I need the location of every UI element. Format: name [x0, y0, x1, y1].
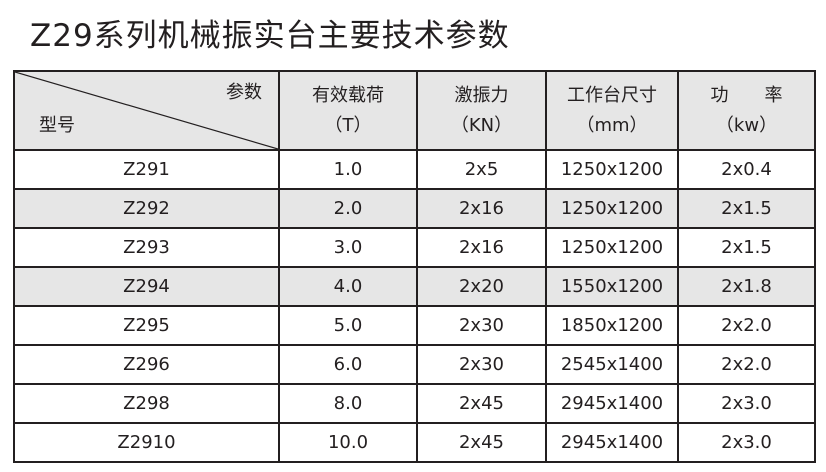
cell-size: 1850x1200	[545, 305, 679, 346]
cell-power: 2x3.0	[677, 422, 816, 463]
cell-force: 2x30	[416, 305, 547, 346]
cell-size: 1250x1200	[545, 188, 679, 229]
cell-power: 2x0.4	[677, 149, 816, 190]
cell-power: 2x2.0	[677, 305, 816, 346]
cell-model: Z296	[13, 344, 280, 385]
cell-force: 2x5	[416, 149, 547, 190]
cell-model: Z298	[13, 383, 280, 424]
cell-load: 4.0	[278, 266, 418, 307]
page-title: Z29系列机械振实台主要技术参数	[30, 18, 510, 54]
cell-load: 2.0	[278, 188, 418, 229]
param-label: 参数	[226, 82, 262, 103]
diagonal-line	[15, 72, 278, 149]
cell-power: 2x2.0	[677, 344, 816, 385]
cell-load: 10.0	[278, 422, 418, 463]
cell-size: 1250x1200	[545, 149, 679, 190]
cell-size: 1550x1200	[545, 266, 679, 307]
cell-power: 2x3.0	[677, 383, 816, 424]
table-row: Z295 5.0 2x30 1850x1200 2x2.0	[13, 305, 816, 346]
table-row: Z293 3.0 2x16 1250x1200 2x1.5	[13, 227, 816, 268]
cell-power: 2x1.5	[677, 188, 816, 229]
col-header-power: 功 率（kw）	[677, 70, 816, 151]
diagonal-header-cell: 参数 型号	[13, 70, 280, 151]
cell-model: Z294	[13, 266, 280, 307]
table-row: Z294 4.0 2x20 1550x1200 2x1.8	[13, 266, 816, 307]
cell-load: 6.0	[278, 344, 418, 385]
table-row: Z2910 10.0 2x45 2945x1400 2x3.0	[13, 422, 816, 463]
spec-table: 参数 型号 有效载荷 （T） 激振力 （KN） 工作台尺寸 （mm） 功 率（kw） …	[13, 70, 816, 463]
cell-force: 2x30	[416, 344, 547, 385]
cell-size: 1250x1200	[545, 227, 679, 268]
table-row: Z296 6.0 2x30 2545x1400 2x2.0	[13, 344, 816, 385]
table-row: Z298 8.0 2x45 2945x1400 2x3.0	[13, 383, 816, 424]
cell-load: 3.0	[278, 227, 418, 268]
col-header-force: 激振力 （KN）	[416, 70, 547, 151]
table-row: Z292 2.0 2x16 1250x1200 2x1.5	[13, 188, 816, 229]
cell-force: 2x45	[416, 422, 547, 463]
table-row: Z291 1.0 2x5 1250x1200 2x0.4	[13, 149, 816, 190]
cell-model: Z292	[13, 188, 280, 229]
cell-model: Z291	[13, 149, 280, 190]
cell-load: 8.0	[278, 383, 418, 424]
cell-model: Z293	[13, 227, 280, 268]
cell-power: 2x1.8	[677, 266, 816, 307]
model-label: 型号	[39, 115, 75, 136]
cell-load: 5.0	[278, 305, 418, 346]
cell-power: 2x1.5	[677, 227, 816, 268]
col-header-size: 工作台尺寸 （mm）	[545, 70, 679, 151]
cell-force: 2x16	[416, 227, 547, 268]
header-row: 参数 型号 有效载荷 （T） 激振力 （KN） 工作台尺寸 （mm） 功 率（kw）	[13, 70, 816, 151]
cell-size: 2945x1400	[545, 422, 679, 463]
cell-force: 2x16	[416, 188, 547, 229]
cell-force: 2x45	[416, 383, 547, 424]
col-header-load: 有效载荷 （T）	[278, 70, 418, 151]
cell-size: 2945x1400	[545, 383, 679, 424]
cell-size: 2545x1400	[545, 344, 679, 385]
cell-force: 2x20	[416, 266, 547, 307]
cell-model: Z295	[13, 305, 280, 346]
cell-model: Z2910	[13, 422, 280, 463]
cell-load: 1.0	[278, 149, 418, 190]
